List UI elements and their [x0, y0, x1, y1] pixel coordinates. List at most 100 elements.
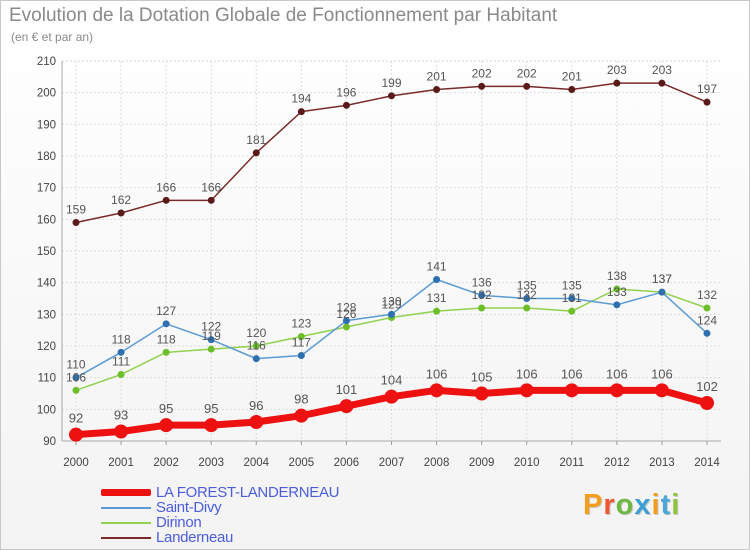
- legend-swatch: [101, 537, 151, 539]
- x-tick-label: 2009: [469, 457, 495, 469]
- data-point: [72, 386, 80, 394]
- data-point: [297, 333, 305, 340]
- data-point: [249, 415, 264, 429]
- x-tick-label: 2005: [289, 457, 315, 469]
- data-point: [388, 310, 395, 318]
- logo-letter: r: [603, 489, 616, 521]
- x-tick-label: 2011: [559, 457, 584, 469]
- data-point: [159, 418, 174, 433]
- data-label: 162: [111, 193, 131, 207]
- data-label: 106: [651, 366, 673, 381]
- data-point: [478, 291, 486, 299]
- legend-swatch: [101, 522, 151, 524]
- data-label: 95: [204, 401, 218, 416]
- proxiti-logo: Proxiti: [583, 489, 680, 522]
- data-point: [700, 396, 714, 410]
- data-label: 133: [607, 285, 627, 299]
- data-label: 194: [291, 92, 311, 106]
- data-point: [384, 389, 399, 404]
- data-label: 135: [562, 279, 582, 293]
- data-label: 129: [381, 298, 401, 312]
- logo-letter: i: [671, 489, 681, 521]
- x-tick-label: 2002: [153, 457, 179, 469]
- data-point: [294, 408, 309, 423]
- legend-label: Saint-Divy: [156, 499, 222, 516]
- data-label: 110: [66, 358, 85, 372]
- y-tick-label: 160: [37, 214, 56, 226]
- y-tick-label: 180: [37, 151, 56, 163]
- data-point: [613, 79, 621, 87]
- data-label: 92: [69, 411, 83, 426]
- data-label: 203: [652, 63, 672, 77]
- data-point: [478, 82, 486, 90]
- legend-item: Dirinon: [101, 514, 421, 531]
- axes: 90 100 110 120 130 140 150 160 170 180 190 200 210 20…: [37, 56, 721, 469]
- x-tick-label: 2004: [243, 457, 269, 469]
- data-label: 131: [427, 291, 447, 305]
- legend-swatch: [101, 489, 151, 496]
- x-tick-label: 2013: [649, 457, 675, 469]
- y-tick-label: 190: [37, 119, 56, 131]
- data-point: [568, 295, 576, 302]
- data-point: [117, 209, 125, 217]
- data-label: 101: [336, 382, 358, 397]
- data-label: 166: [156, 180, 176, 194]
- data-label: 199: [381, 76, 401, 90]
- data-label: 197: [697, 82, 717, 96]
- data-label: 138: [607, 269, 627, 283]
- y-tick-label: 110: [38, 373, 56, 385]
- data-label: 132: [472, 288, 492, 302]
- data-label: 128: [336, 301, 356, 315]
- data-label: 102: [696, 379, 718, 394]
- data-label: 106: [606, 366, 628, 381]
- data-point: [474, 386, 489, 401]
- data-label: 95: [159, 401, 173, 416]
- data-point: [388, 92, 395, 100]
- data-point: [72, 374, 80, 382]
- data-label: 136: [472, 275, 492, 289]
- legend: LA FOREST-LANDERNEAU Saint-Divy Dirinon …: [101, 484, 421, 546]
- x-tick-label: 2012: [604, 457, 630, 469]
- data-point: [523, 304, 531, 312]
- data-label: 201: [562, 70, 582, 84]
- data-point: [162, 348, 170, 356]
- data-point: [613, 301, 621, 309]
- series-group: [69, 79, 714, 442]
- data-label: 131: [562, 291, 582, 305]
- y-tick-label: 90: [43, 436, 56, 448]
- data-point: [207, 336, 215, 344]
- logo-letter: i: [651, 489, 661, 521]
- data-point: [433, 86, 441, 93]
- data-label: 141: [427, 260, 447, 274]
- data-label: 104: [381, 373, 403, 388]
- data-point: [204, 418, 219, 433]
- data-point: [433, 276, 441, 283]
- data-label: 106: [66, 370, 86, 384]
- data-point: [162, 320, 170, 328]
- data-point: [339, 399, 354, 414]
- data-point: [252, 342, 260, 350]
- data-label: 201: [427, 70, 447, 84]
- data-label: 120: [246, 326, 266, 340]
- data-point: [564, 383, 579, 398]
- data-point: [703, 304, 711, 312]
- x-tick-label: 2010: [514, 457, 540, 469]
- y-tick-label: 140: [37, 278, 56, 290]
- data-label: 202: [472, 66, 492, 80]
- data-point: [654, 383, 669, 398]
- y-tick-label: 100: [37, 404, 56, 416]
- data-label: 116: [247, 339, 266, 353]
- x-tick-label: 2001: [108, 457, 134, 469]
- x-tick-label: 2003: [198, 457, 224, 469]
- data-point: [162, 196, 170, 204]
- data-point: [252, 149, 260, 157]
- logo-letter: t: [660, 489, 672, 521]
- data-label: 105: [471, 370, 493, 385]
- data-point: [114, 424, 129, 439]
- data-label: 126: [336, 307, 356, 321]
- data-point: [703, 98, 711, 106]
- data-label: 132: [697, 288, 717, 302]
- legend-label: Dirinon: [156, 514, 202, 531]
